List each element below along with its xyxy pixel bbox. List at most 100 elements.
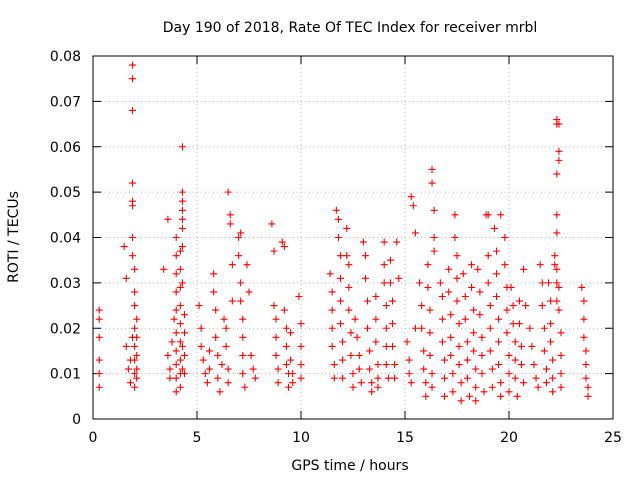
data-point [428,383,436,391]
data-point [490,224,498,232]
data-point [364,297,372,305]
data-point [470,329,478,337]
data-point [210,270,218,278]
data-point [542,379,550,387]
data-point [441,374,449,382]
y-tick-label: 0.06 [50,140,81,156]
data-point [131,324,139,332]
data-point [428,179,436,187]
data-point [472,397,480,405]
x-tick-label: 15 [396,430,414,446]
data-point [330,374,338,382]
data-point [420,365,428,373]
data-point [95,315,103,323]
data-point [374,361,382,369]
data-point [272,315,280,323]
data-point [386,256,394,264]
data-point [172,329,180,337]
data-point [226,220,234,228]
data-point [503,329,511,337]
data-point [426,329,434,337]
data-point [347,329,355,337]
data-point [557,370,565,378]
axes: 0 0.01 0.02 0.03 0.04 0.05 0.06 0.07 0.08 0 5 10 15 2… [50,49,622,446]
data-point [212,306,220,314]
data-point [455,361,463,369]
data-point [129,202,137,210]
data-point [131,342,139,350]
data-point [380,279,388,287]
data-point [366,347,374,355]
data-point [170,315,178,323]
data-point [451,234,459,241]
data-point [287,356,295,364]
data-point [178,188,186,196]
data-point [164,351,172,359]
data-point [285,383,293,391]
data-point [580,297,588,305]
data-point [345,306,353,314]
data-point [545,279,553,287]
data-point [353,333,361,341]
data-point [122,274,130,282]
data-point [493,247,501,255]
x-tick-label: 10 [292,430,310,446]
data-point [343,252,351,260]
data-point [480,388,488,396]
data-point [511,356,519,364]
data-point [343,224,351,232]
data-point [349,383,357,391]
data-point [239,351,247,359]
data-point [289,379,297,387]
data-point [557,329,565,337]
data-point [493,270,501,278]
data-point [582,374,590,382]
data-point [126,379,134,387]
data-point [129,179,137,187]
data-point [582,361,590,369]
data-point [384,374,392,382]
data-point [441,356,449,364]
data-point [239,370,247,378]
data-point [129,106,137,114]
data-point [389,342,397,350]
data-point [172,288,180,296]
data-point [357,379,365,387]
data-point [274,379,282,387]
data-point [172,252,180,260]
data-point [468,261,476,269]
data-point [457,379,465,387]
data-point [339,374,347,382]
data-point [526,324,534,332]
data-point [347,351,355,359]
data-point [445,288,453,296]
data-point [178,342,186,350]
data-point [95,383,103,391]
data-point [216,388,224,396]
data-point [328,306,336,314]
data-point [176,302,184,310]
data-point [555,147,563,155]
data-point [438,292,446,300]
data-point [282,324,290,332]
data-point [178,279,186,287]
data-point [129,75,137,83]
data-point [172,270,180,278]
data-point [422,392,430,400]
data-point [210,288,218,296]
data-point [178,197,186,205]
data-point [453,297,461,305]
data-point [463,374,471,382]
data-point [337,297,345,305]
data-point [407,379,415,387]
data-point [278,238,286,246]
data-point [486,302,494,310]
data-point [493,292,501,300]
data-point [181,351,189,359]
data-point [372,338,380,346]
data-point [509,302,517,310]
data-point [438,315,446,323]
data-point [511,374,519,382]
data-point [515,320,523,328]
data-point [129,61,137,69]
